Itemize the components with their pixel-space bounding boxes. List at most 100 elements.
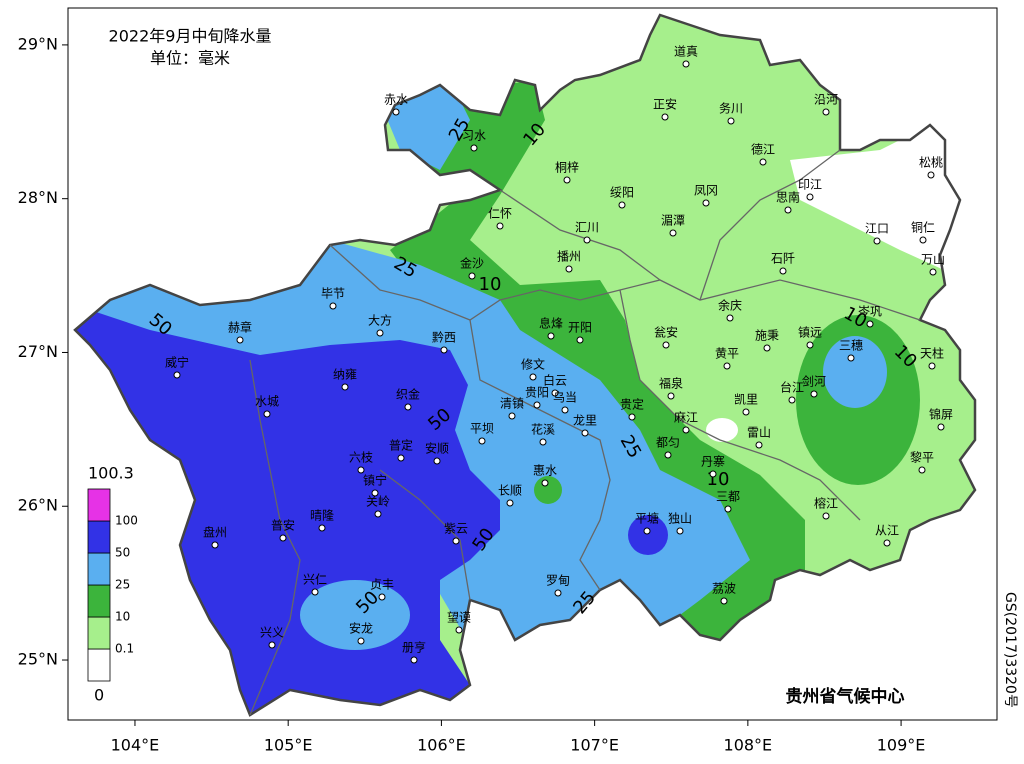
station-dot [508,412,516,420]
contour-label: 10 [479,274,502,295]
station-dot [173,371,181,379]
station-name: 施秉 [755,329,779,343]
station-dot [723,362,731,370]
station-name: 兴义 [260,626,284,640]
station-name: 赫章 [228,320,252,335]
station-dot [583,236,591,244]
station-dot [455,626,463,634]
station-name: 凯里 [734,393,758,407]
station-name: 盘州 [203,525,227,540]
station-name: 余庆 [718,298,742,313]
station-name: 平塘 [635,511,659,526]
station-dot [669,229,677,237]
station-name: 务川 [719,101,743,116]
station-name: 剑河 [802,374,826,389]
station-name: 湄潭 [661,214,685,228]
station-dot [682,426,690,434]
station-dot [268,641,276,649]
station-dot [561,406,569,414]
station-name: 贵阳 [525,386,549,400]
station-dot [810,390,818,398]
station-dot [788,396,796,404]
station-dot [927,171,935,179]
unit-label: 单位：毫米 [150,49,230,68]
station-dot [755,441,763,449]
y-tick-label: 26°N [18,496,58,515]
station-name: 三穗 [839,339,863,353]
station-name: 普安 [271,518,295,533]
station-name: 长顺 [498,484,522,498]
x-tick-label: 106°E [417,736,466,755]
station-name: 安龙 [349,621,373,636]
station-dot [374,510,382,518]
station-name: 织金 [396,387,420,402]
station-dot [236,336,244,344]
station-dot [929,268,937,276]
station-dot [529,373,537,381]
legend-label: 100 [115,514,138,528]
station-dot [452,537,460,545]
station-name: 锦屏 [929,408,953,422]
station-name: 清镇 [500,397,524,411]
station-dot [664,451,672,459]
station-name: 威宁 [165,355,189,370]
station-name: 正安 [653,97,677,112]
station-dot [847,354,855,362]
legend-label: 0.1 [115,642,134,656]
station-dot [918,466,926,474]
map-title: 2022年9月中旬降水量 [109,27,272,46]
station-name: 沿河 [814,93,838,107]
station-dot [709,470,717,478]
station-dot [822,108,830,116]
legend-label: 100.3 [88,464,134,483]
station-dot [576,336,584,344]
station-name: 六枝 [349,450,373,465]
station-name: 凤冈 [694,184,718,198]
station-name: 三都 [716,490,740,504]
station-dot [928,362,936,370]
y-tick-label: 25°N [18,650,58,669]
station-dot [702,199,710,207]
station-dot [392,108,400,116]
station-name: 铜仁 [911,220,935,235]
station-name: 黎平 [910,451,934,465]
station-dot [873,237,881,245]
station-dot [533,401,541,409]
station-dot [279,534,287,542]
station-name: 麻江 [674,410,698,425]
station-name: 独山 [668,512,692,526]
station-name: 镇远 [798,326,822,340]
station-dot [357,466,365,474]
station-dot [806,193,814,201]
station-dot [628,413,636,421]
station-name: 龙里 [573,414,597,428]
station-dot [551,389,559,397]
station-dot [404,403,412,411]
legend-swatch [87,584,111,618]
station-name: 石阡 [771,251,795,266]
station-dot [341,383,349,391]
station-name: 大方 [368,313,392,328]
x-tick-label: 109°E [877,736,926,755]
precip-area [706,418,738,442]
station-name: 紫云 [444,522,468,536]
station-dot [376,329,384,337]
station-name: 纳雍 [333,367,357,382]
station-name: 丹寨 [701,454,725,469]
station-dot [311,588,319,596]
y-tick-label: 29°N [18,34,58,53]
legend-swatch [87,616,111,650]
station-name: 花溪 [531,422,555,437]
station-dot [742,408,750,416]
station-name: 黔西 [432,330,456,345]
station-dot [759,158,767,166]
station-dot [720,597,728,605]
station-name: 福泉 [659,376,683,391]
station-name: 岑巩 [858,305,882,319]
station-dot [397,454,405,462]
station-dot [211,541,219,549]
station-name: 望谟 [447,611,471,625]
station-name: 黄平 [715,347,739,361]
station-dot [563,176,571,184]
